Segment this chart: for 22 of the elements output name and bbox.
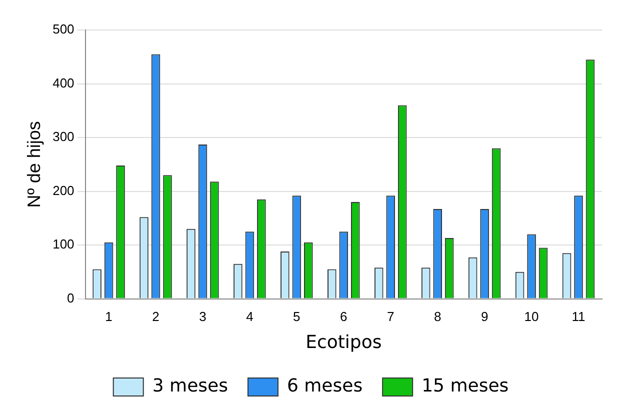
x-tick-label: 7 — [387, 309, 394, 324]
y-tick-label: 300 — [52, 129, 74, 144]
x-tick-label: 1 — [105, 309, 112, 324]
x-tick-label: 9 — [480, 309, 488, 324]
y-tick-label: 100 — [52, 236, 74, 252]
y-tick-label: 200 — [52, 182, 74, 198]
x-tick-label: 3 — [199, 309, 206, 324]
x-tick-label: 8 — [434, 309, 442, 324]
y-tick-label: 400 — [52, 75, 74, 90]
y-axis-title: Nº de hijos — [24, 121, 44, 208]
x-tick-label: 6 — [340, 309, 348, 324]
x-axis-title: Ecotipos — [306, 332, 382, 353]
y-tick-label: 500 — [52, 22, 74, 37]
legend-label: 6 meses — [286, 376, 363, 397]
x-tick-label: 10 — [524, 309, 539, 324]
x-tick-label: 2 — [152, 309, 160, 324]
legend-label: 15 meses — [422, 376, 509, 397]
x-tick-label: 5 — [293, 309, 300, 324]
y-tick-label: 0 — [67, 290, 74, 306]
x-tick-label: 11 — [572, 309, 586, 324]
legend-label: 3 meses — [152, 376, 228, 397]
x-tick-label: 4 — [246, 309, 254, 324]
